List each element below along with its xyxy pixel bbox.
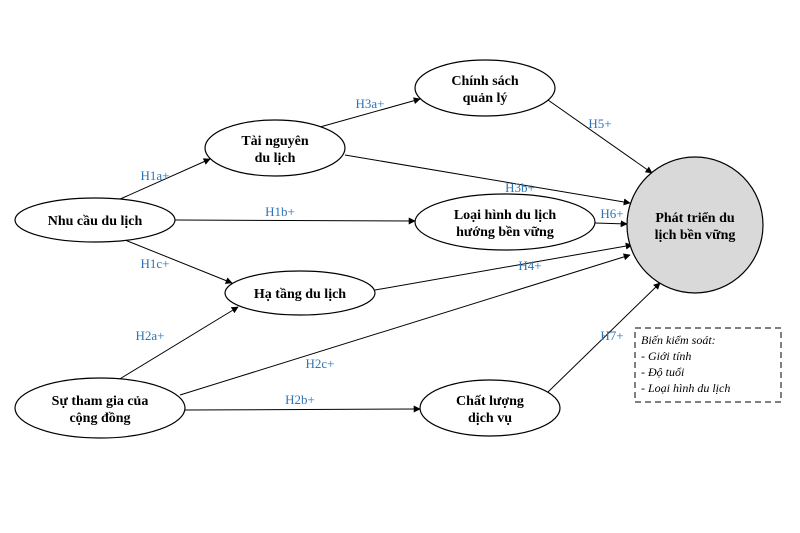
control-box-item-0: - Giới tính [641,349,691,363]
control-box-item-2: - Loại hình du lịch [641,381,730,395]
node-label-tai-nguyen-1: Tài nguyên [241,134,309,149]
edge-label-h1b: H1b+ [265,204,295,219]
node-nhu-cau: Nhu cầu du lịch [15,198,175,242]
node-phat-trien: Phát triển du lịch bền vững [627,157,763,293]
node-label-loai-hinh-2: hướng bền vững [456,225,554,240]
node-label-su-tham-gia-1: Sự tham gia của [52,394,149,409]
edge-h2b [185,409,420,410]
edge-label-h1a: H1a+ [141,168,170,183]
node-label-ha-tang: Hạ tầng du lịch [254,287,346,302]
edge-label-h7: H7+ [600,328,623,343]
edge-label-h6: H6+ [600,206,623,221]
edge-label-h3a: H3a+ [356,96,385,111]
node-su-tham-gia: Sự tham gia của cộng đồng [15,378,185,438]
node-ha-tang: Hạ tầng du lịch [225,271,375,315]
node-label-chinh-sach-2: quản lý [463,91,508,106]
edge-label-h5: H5+ [588,116,611,131]
edge-label-h1c: H1c+ [141,256,170,271]
node-chat-luong: Chất lượng dịch vụ [420,380,560,436]
node-tai-nguyen: Tài nguyên du lịch [205,120,345,176]
node-label-nhu-cau: Nhu cầu du lịch [48,214,143,229]
edge-h1b [175,220,415,221]
node-loai-hinh: Loại hình du lịch hướng bền vững [415,194,595,250]
node-label-phat-trien-2: lịch bền vững [655,228,736,243]
control-box-item-1: - Độ tuổi [641,365,684,379]
edge-label-h2a: H2a+ [136,328,165,343]
node-label-su-tham-gia-2: cộng đồng [69,411,130,426]
node-label-chat-luong-1: Chất lượng [456,394,524,409]
node-label-chat-luong-2: dịch vụ [468,411,512,426]
control-box-title: Biến kiểm soát: [641,333,716,347]
edge-label-h2c: H2c+ [306,356,335,371]
edge-h6 [595,223,627,224]
edge-label-h4: H4+ [518,258,541,273]
node-label-tai-nguyen-2: du lịch [255,151,296,166]
edge-label-h2b: H2b+ [285,392,315,407]
node-label-chinh-sach-1: Chính sách [451,74,519,89]
edge-h2c [180,255,630,395]
node-label-phat-trien-1: Phát triển du [655,211,735,226]
edge-h4 [375,245,632,290]
edge-label-h3b: H3b+ [505,180,535,195]
edge-h5 [548,100,652,173]
node-chinh-sach: Chính sách quản lý [415,60,555,116]
edge-h2a [118,307,238,380]
node-label-loai-hinh-1: Loại hình du lịch [454,208,557,223]
